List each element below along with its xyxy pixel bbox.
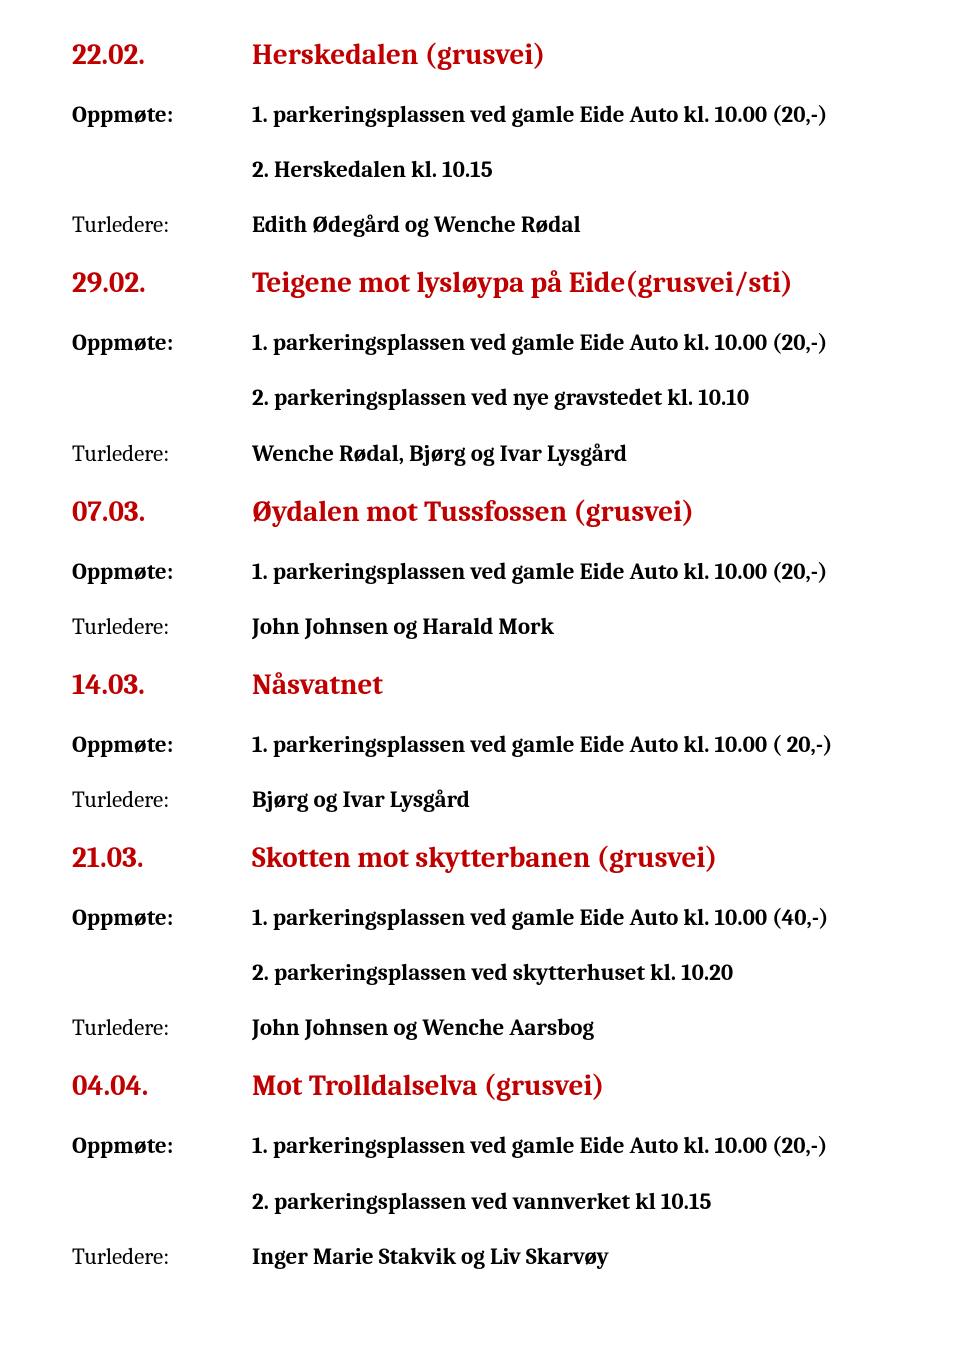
meeting-value-2: 2. parkeringsplassen ved skytterhuset kl… [252, 957, 888, 988]
meeting-label: Oppmøte: [72, 902, 252, 933]
leaders-label: Turledere: [72, 611, 252, 642]
meeting-value: 1. parkeringsplassen ved gamle Eide Auto… [252, 99, 888, 130]
schedule-entry: 29.02. Teigene mot lysløypa på Eide(grus… [72, 264, 888, 468]
meeting-value: 1. parkeringsplassen ved gamle Eide Auto… [252, 902, 888, 933]
meeting-row: Oppmøte: 1. parkeringsplassen ved gamle … [72, 556, 888, 587]
meeting-value: 1. parkeringsplassen ved gamle Eide Auto… [252, 1130, 888, 1161]
leaders-value: Bjørg og Ivar Lysgård [252, 784, 888, 815]
leaders-value: Edith Ødegård og Wenche Rødal [252, 209, 888, 240]
meeting-row: Oppmøte: 1. parkeringsplassen ved gamle … [72, 902, 888, 933]
entry-title: Teigene mot lysløypa på Eide(grusvei/sti… [252, 264, 888, 303]
leaders-row: Turledere: Edith Ødegård og Wenche Rødal [72, 209, 888, 240]
leaders-value: John Johnsen og Harald Mork [252, 611, 888, 642]
leaders-row: Turledere: John Johnsen og Wenche Aarsbo… [72, 1012, 888, 1043]
entry-title: Herskedalen (grusvei) [252, 36, 888, 75]
entry-date: 29.02. [72, 264, 252, 303]
meeting-value: 1. parkeringsplassen ved gamle Eide Auto… [252, 556, 888, 587]
meeting-label: Oppmøte: [72, 556, 252, 587]
leaders-label: Turledere: [72, 784, 252, 815]
leaders-label: Turledere: [72, 438, 252, 469]
schedule-entry: 21.03. Skotten mot skytterbanen (grusvei… [72, 839, 888, 1043]
meeting-row: Oppmøte: 1. parkeringsplassen ved gamle … [72, 327, 888, 358]
entry-date: 04.04. [72, 1067, 252, 1106]
meeting-value: 1. parkeringsplassen ved gamle Eide Auto… [252, 327, 888, 358]
schedule-entry: 22.02. Herskedalen (grusvei) Oppmøte: 1.… [72, 36, 888, 240]
entry-date: 14.03. [72, 666, 252, 705]
schedule-entry: 14.03. Nåsvatnet Oppmøte: 1. parkeringsp… [72, 666, 888, 815]
meeting-label: Oppmøte: [72, 99, 252, 130]
entry-title: Nåsvatnet [252, 666, 888, 705]
leaders-label: Turledere: [72, 1012, 252, 1043]
title-row: 04.04. Mot Trolldalselva (grusvei) [72, 1067, 888, 1106]
leaders-value: Inger Marie Stakvik og Liv Skarvøy [252, 1241, 888, 1272]
title-row: 29.02. Teigene mot lysløypa på Eide(grus… [72, 264, 888, 303]
entry-date: 21.03. [72, 839, 252, 878]
entry-title: Mot Trolldalselva (grusvei) [252, 1067, 888, 1106]
leaders-row: Turledere: Bjørg og Ivar Lysgård [72, 784, 888, 815]
title-row: 07.03. Øydalen mot Tussfossen (grusvei) [72, 493, 888, 532]
entry-title: Skotten mot skytterbanen (grusvei) [252, 839, 888, 878]
schedule-entry: 04.04. Mot Trolldalselva (grusvei) Oppmø… [72, 1067, 888, 1271]
meeting-label: Oppmøte: [72, 327, 252, 358]
entry-date: 07.03. [72, 493, 252, 532]
meeting-row: Oppmøte: 1. parkeringsplassen ved gamle … [72, 99, 888, 130]
meeting-label: Oppmøte: [72, 729, 252, 760]
leaders-value: Wenche Rødal, Bjørg og Ivar Lysgård [252, 438, 888, 469]
leaders-row: Turledere: John Johnsen og Harald Mork [72, 611, 888, 642]
meeting-row: Oppmøte: 1. parkeringsplassen ved gamle … [72, 1130, 888, 1161]
leaders-value: John Johnsen og Wenche Aarsbog [252, 1012, 888, 1043]
leaders-row: Turledere: Inger Marie Stakvik og Liv Sk… [72, 1241, 888, 1272]
meeting-row: Oppmøte: 1. parkeringsplassen ved gamle … [72, 729, 888, 760]
meeting-label: Oppmøte: [72, 1130, 252, 1161]
title-row: 21.03. Skotten mot skytterbanen (grusvei… [72, 839, 888, 878]
meeting-value: 1. parkeringsplassen ved gamle Eide Auto… [252, 729, 888, 760]
meeting-value-2: 2. parkeringsplassen ved nye gravstedet … [252, 382, 888, 413]
title-row: 22.02. Herskedalen (grusvei) [72, 36, 888, 75]
leaders-row: Turledere: Wenche Rødal, Bjørg og Ivar L… [72, 438, 888, 469]
meeting-value-2: 2. parkeringsplassen ved vannverket kl 1… [252, 1186, 888, 1217]
meeting-value-2: 2. Herskedalen kl. 10.15 [252, 154, 888, 185]
schedule-entry: 07.03. Øydalen mot Tussfossen (grusvei) … [72, 493, 888, 642]
title-row: 14.03. Nåsvatnet [72, 666, 888, 705]
entry-date: 22.02. [72, 36, 252, 75]
leaders-label: Turledere: [72, 209, 252, 240]
entry-title: Øydalen mot Tussfossen (grusvei) [252, 493, 888, 532]
leaders-label: Turledere: [72, 1241, 252, 1272]
